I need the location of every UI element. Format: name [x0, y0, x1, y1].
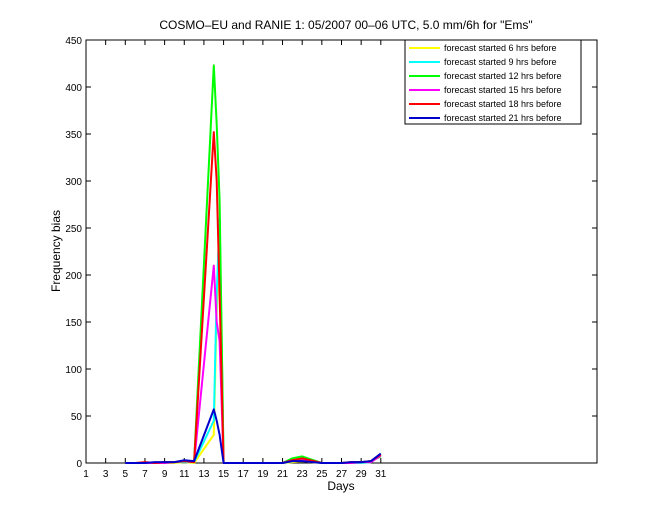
- legend-entry-4: forecast started 15 hrs before: [444, 85, 562, 95]
- x-tick-label: 21: [277, 469, 289, 480]
- y-axis: 0 50 100 150 200 250 300 350 400 450: [65, 36, 597, 470]
- x-tick-label: 19: [257, 469, 269, 480]
- legend: forecast started 6 hrs before forecast st…: [404, 39, 582, 125]
- x-tick-label: 3: [103, 469, 109, 480]
- legend-entry-5: forecast started 18 hrs before: [444, 99, 562, 109]
- x-tick-label: 11: [179, 469, 190, 480]
- chart-title: COSMO–EU and RANIE 1: 05/2007 00–06 UTC,…: [159, 18, 532, 32]
- x-tick-label: 13: [198, 469, 210, 480]
- y-tick-label: 50: [71, 412, 83, 423]
- y-tick-label: 350: [65, 130, 82, 141]
- y-tick-label: 250: [65, 224, 82, 235]
- x-tick-label: 17: [238, 469, 250, 480]
- y-axis-label: Frequency bias: [49, 210, 63, 292]
- legend-entry-1: forecast started 6 hrs before: [444, 43, 557, 53]
- x-tick-label: 23: [297, 469, 309, 480]
- x-tick-label: 29: [356, 469, 368, 480]
- x-axis: 1 3 5 7 9 11 13 15 17 19 21 23 25 27 29 31: [83, 40, 387, 480]
- x-tick-label: 31: [375, 469, 387, 480]
- x-tick-label: 27: [336, 469, 348, 480]
- y-tick-label: 100: [65, 365, 82, 376]
- series-layer: [125, 64, 382, 464]
- y-tick-label: 300: [65, 177, 82, 188]
- y-tick-label: 150: [65, 318, 82, 329]
- y-tick-label: 400: [65, 83, 82, 94]
- x-tick-label: 1: [83, 469, 89, 480]
- x-tick-label: 25: [316, 469, 328, 480]
- series-line-6: [125, 408, 382, 464]
- x-tick-label: 5: [123, 469, 129, 480]
- x-tick-label: 7: [142, 469, 148, 480]
- legend-entry-2: forecast started 9 hrs before: [444, 57, 557, 67]
- y-tick-label: 0: [76, 459, 82, 470]
- x-tick-label: 9: [162, 469, 168, 480]
- legend-entry-3: forecast started 12 hrs before: [444, 71, 562, 81]
- y-tick-label: 450: [65, 36, 82, 47]
- x-axis-label: Days: [327, 479, 354, 493]
- legend-box: [404, 39, 582, 125]
- y-tick-label: 200: [65, 271, 82, 282]
- x-tick-label: 15: [218, 469, 230, 480]
- legend-entry-6: forecast started 21 hrs before: [444, 113, 562, 123]
